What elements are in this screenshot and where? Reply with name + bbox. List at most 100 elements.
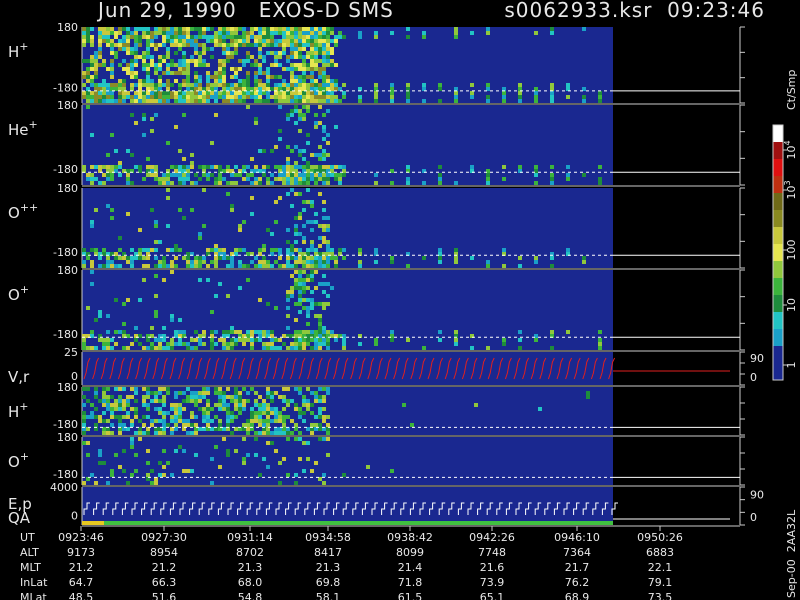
cell bbox=[142, 63, 146, 67]
cell bbox=[374, 87, 378, 91]
cell bbox=[326, 181, 330, 185]
cell bbox=[242, 461, 246, 465]
cell bbox=[158, 177, 162, 181]
cell bbox=[258, 169, 262, 173]
cell bbox=[310, 338, 314, 342]
cell bbox=[210, 83, 214, 87]
cell bbox=[154, 407, 158, 411]
cell bbox=[150, 165, 154, 169]
cell bbox=[246, 252, 250, 256]
cell bbox=[306, 39, 310, 43]
cell bbox=[202, 35, 206, 39]
cell bbox=[322, 200, 326, 204]
cell bbox=[198, 278, 202, 282]
cell bbox=[294, 99, 298, 103]
cell bbox=[598, 165, 602, 169]
cell bbox=[486, 264, 490, 268]
cell bbox=[222, 407, 226, 411]
cell bbox=[90, 75, 94, 79]
cell bbox=[322, 71, 326, 75]
cell bbox=[294, 318, 298, 322]
cell bbox=[294, 177, 298, 181]
cell bbox=[294, 105, 298, 109]
cell bbox=[106, 342, 110, 346]
cell bbox=[246, 35, 250, 39]
cell bbox=[438, 330, 442, 334]
cell bbox=[294, 407, 298, 411]
cell bbox=[302, 330, 306, 334]
cell bbox=[270, 391, 274, 395]
cell bbox=[246, 79, 250, 83]
panel-blue bbox=[82, 270, 613, 350]
cell bbox=[162, 31, 166, 35]
cell bbox=[134, 99, 138, 103]
cell bbox=[286, 415, 290, 419]
cell bbox=[150, 99, 154, 103]
cell bbox=[454, 99, 458, 103]
cell bbox=[306, 248, 310, 252]
cell bbox=[278, 27, 282, 31]
cell bbox=[262, 248, 266, 252]
cell bbox=[306, 83, 310, 87]
cell bbox=[142, 399, 146, 403]
cell bbox=[162, 260, 166, 264]
cell bbox=[326, 264, 330, 268]
cell bbox=[166, 91, 170, 95]
cell bbox=[278, 252, 282, 256]
cell bbox=[146, 27, 150, 31]
cell bbox=[254, 87, 258, 91]
cell bbox=[170, 264, 174, 268]
cell bbox=[330, 31, 334, 35]
cell bbox=[310, 431, 314, 435]
cell bbox=[242, 264, 246, 268]
cell bbox=[122, 47, 126, 51]
cell bbox=[182, 83, 186, 87]
colorbar-label-part: 3 bbox=[783, 180, 792, 185]
cell bbox=[90, 67, 94, 71]
cell bbox=[86, 173, 90, 177]
cell bbox=[334, 264, 338, 268]
cell bbox=[154, 27, 158, 31]
cell bbox=[270, 173, 274, 177]
cell bbox=[246, 165, 250, 169]
cell bbox=[262, 256, 266, 260]
cell bbox=[94, 208, 98, 212]
cell bbox=[286, 39, 290, 43]
cell bbox=[282, 51, 286, 55]
cell bbox=[438, 87, 442, 91]
cell bbox=[470, 346, 474, 350]
cell bbox=[138, 83, 142, 87]
cell bbox=[322, 407, 326, 411]
cell bbox=[210, 330, 214, 334]
cell bbox=[118, 407, 122, 411]
cell bbox=[170, 31, 174, 35]
cell bbox=[294, 240, 298, 244]
cell bbox=[110, 67, 114, 71]
cell bbox=[106, 31, 110, 35]
cell bbox=[82, 431, 86, 435]
cell bbox=[282, 342, 286, 346]
cell bbox=[322, 481, 326, 485]
cell bbox=[218, 95, 222, 99]
cell bbox=[154, 431, 158, 435]
cell bbox=[122, 99, 126, 103]
cell bbox=[246, 39, 250, 43]
cell bbox=[210, 141, 214, 145]
cell bbox=[502, 87, 506, 91]
cell bbox=[222, 169, 226, 173]
cell bbox=[294, 286, 298, 290]
cell bbox=[318, 169, 322, 173]
cell bbox=[182, 31, 186, 35]
cell bbox=[162, 173, 166, 177]
cell bbox=[278, 75, 282, 79]
cell bbox=[114, 35, 118, 39]
cell bbox=[310, 200, 314, 204]
cell bbox=[162, 39, 166, 43]
cell bbox=[302, 59, 306, 63]
cell bbox=[186, 165, 190, 169]
cell bbox=[162, 431, 166, 435]
cell bbox=[314, 314, 318, 318]
cell bbox=[190, 423, 194, 427]
cell bbox=[210, 75, 214, 79]
cell bbox=[242, 95, 246, 99]
